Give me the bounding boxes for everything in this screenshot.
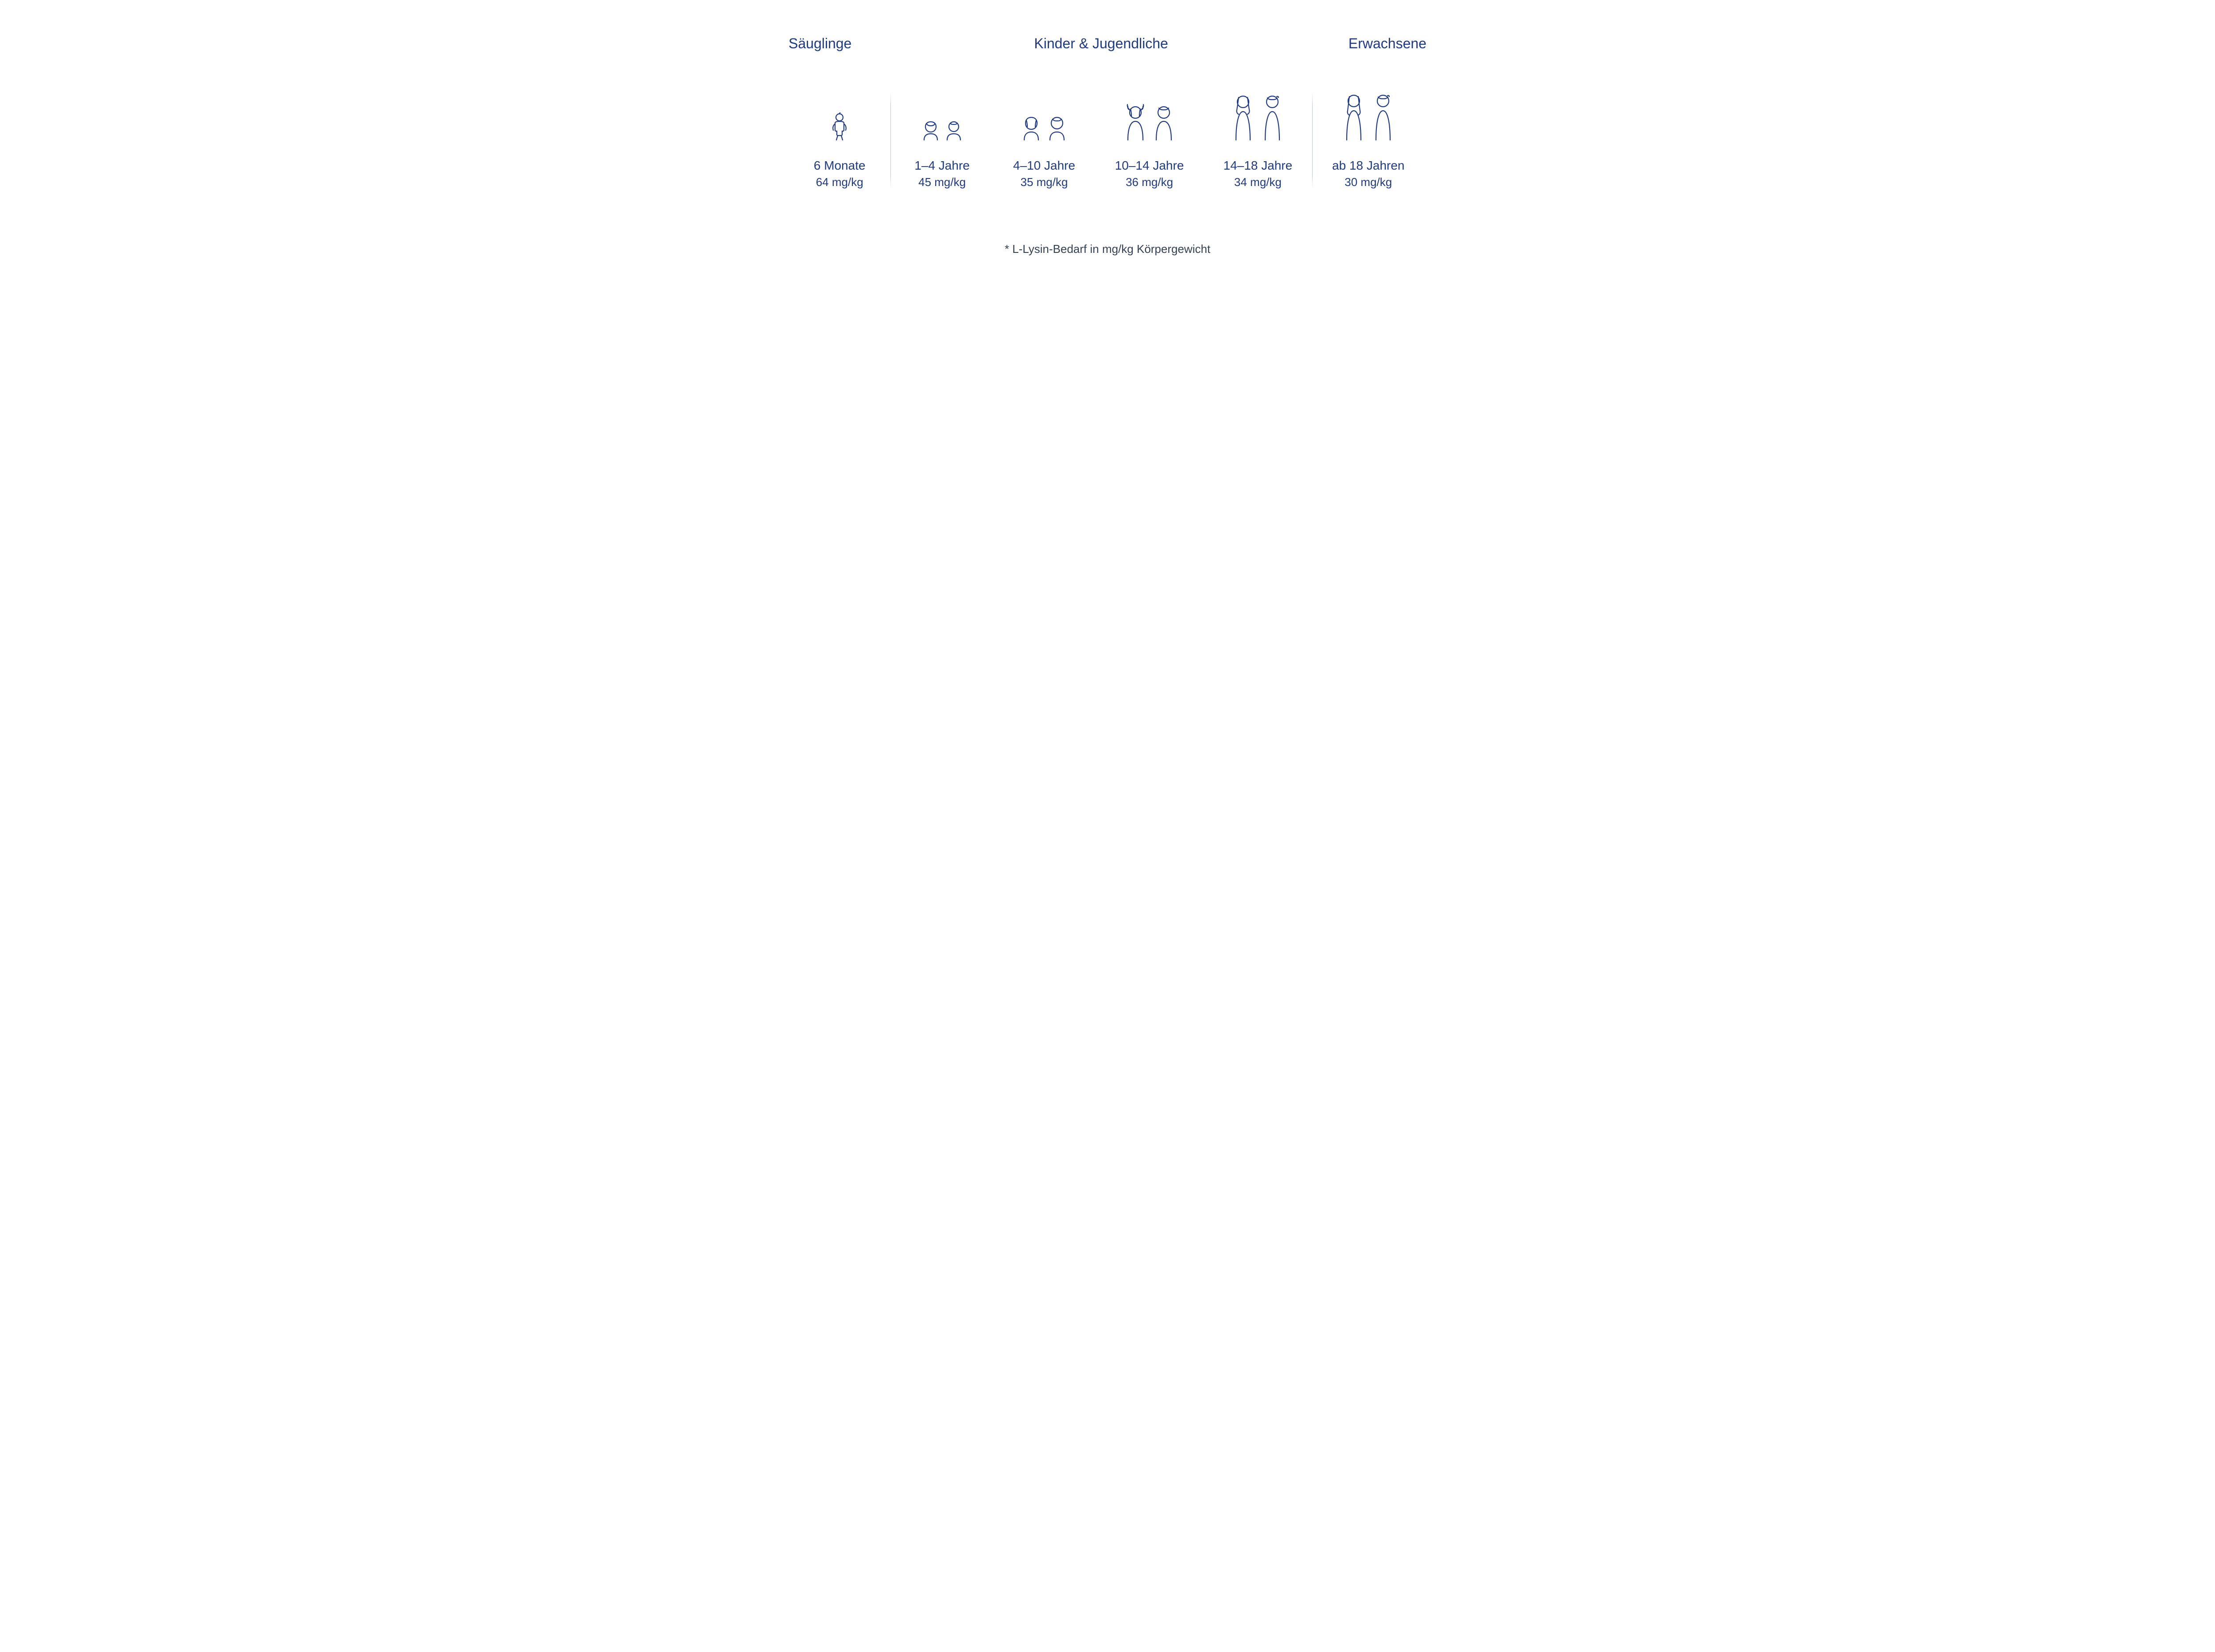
age-label: 10–14 Jahre — [1115, 159, 1184, 173]
child-pair-icon — [921, 92, 963, 141]
adult-pair-icon — [1341, 92, 1395, 141]
group-child-4-10: 4–10 Jahre 35 mg/kg — [993, 92, 1095, 189]
groups-row: 6 Monate 64 mg/kg 1–4 Jahre 45 mg/kg — [789, 92, 1426, 189]
dose-label: 34 mg/kg — [1234, 175, 1282, 189]
age-label: 1–4 Jahre — [914, 159, 970, 173]
teen-pair-icon — [1123, 92, 1176, 141]
group-adult: ab 18 Jahren 30 mg/kg — [1313, 92, 1424, 189]
age-label: ab 18 Jahren — [1332, 159, 1404, 173]
dose-label: 45 mg/kg — [918, 175, 966, 189]
infant-icon — [829, 92, 850, 141]
infographic-container: Säuglinge Kinder & Jugendliche Erwachsen… — [789, 35, 1426, 256]
dose-label: 35 mg/kg — [1021, 175, 1068, 189]
child-pair-icon — [1021, 92, 1068, 141]
age-label: 4–10 Jahre — [1013, 159, 1075, 173]
footnote: * L-Lysin-Bedarf in mg/kg Körpergewicht — [789, 242, 1426, 256]
dose-label: 36 mg/kg — [1126, 175, 1173, 189]
dose-label: 30 mg/kg — [1345, 175, 1392, 189]
group-teen-14-18: 14–18 Jahre 34 mg/kg — [1204, 92, 1312, 189]
age-label: 14–18 Jahre — [1224, 159, 1293, 173]
header-infants: Säuglinge — [789, 35, 890, 52]
header-adults: Erwachsene — [1312, 35, 1426, 52]
teen-pair-icon — [1231, 92, 1285, 141]
group-teen-10-14: 10–14 Jahre 36 mg/kg — [1095, 92, 1204, 189]
header-children: Kinder & Jugendliche — [890, 35, 1311, 52]
group-infant: 6 Monate 64 mg/kg — [789, 92, 890, 189]
group-child-1-4: 1–4 Jahre 45 mg/kg — [891, 92, 993, 189]
age-label: 6 Monate — [814, 159, 866, 173]
headers-row: Säuglinge Kinder & Jugendliche Erwachsen… — [789, 35, 1426, 52]
dose-label: 64 mg/kg — [816, 175, 863, 189]
